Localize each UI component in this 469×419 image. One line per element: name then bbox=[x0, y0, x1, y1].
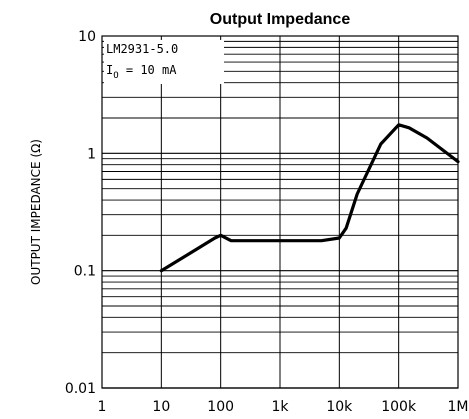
annotation-output-current: IO = 10 mA bbox=[106, 63, 177, 81]
x-tick-label: 1M bbox=[448, 399, 469, 415]
current-subscript: O bbox=[113, 71, 118, 81]
x-tick-label: 10k bbox=[326, 399, 353, 415]
x-tick-label: 10 bbox=[152, 399, 170, 415]
y-tick-label: 10 bbox=[78, 29, 96, 45]
y-axis-label: OUTPUT IMPEDANCE (Ω) bbox=[29, 139, 43, 285]
series-group bbox=[159, 123, 460, 273]
current-value: = 10 mA bbox=[119, 63, 178, 77]
impedance-curve bbox=[159, 123, 460, 273]
annotation: LM2931-5.0 IO = 10 mA bbox=[104, 40, 224, 84]
chart-title: Output Impedance bbox=[210, 11, 351, 28]
y-tick-label: 1 bbox=[87, 146, 96, 162]
x-tick-label: 100 bbox=[207, 399, 234, 415]
annotation-background bbox=[104, 40, 224, 84]
current-symbol: I bbox=[106, 63, 113, 77]
y-tick-label: 0.1 bbox=[74, 264, 96, 280]
x-tick-label: 1 bbox=[98, 399, 107, 415]
plot-frame bbox=[101, 35, 459, 389]
x-tick-label: 1k bbox=[271, 399, 289, 415]
grid bbox=[101, 36, 459, 389]
annotation-part-number: LM2931-5.0 bbox=[106, 42, 178, 56]
y-tick-label: 0.01 bbox=[65, 381, 96, 397]
x-tick-label: 100k bbox=[381, 399, 417, 415]
tick-labels: 1 10 100 1k 10k 100k 1M 0.01 0.1 1 10 bbox=[65, 29, 469, 415]
